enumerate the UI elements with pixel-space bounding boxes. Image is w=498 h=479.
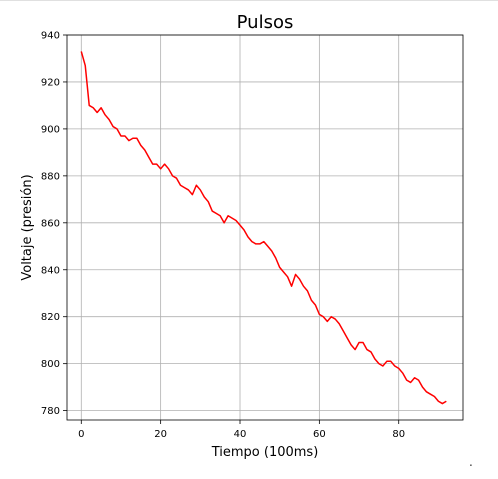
top-border [0, 0, 498, 1]
stray-dot: . [469, 455, 473, 469]
chart-title: Pulsos [237, 12, 294, 33]
y-tick-label: 940 [41, 31, 60, 42]
y-tick-label: 840 [41, 265, 60, 276]
x-tick-label: 40 [234, 429, 247, 440]
y-tick-label: 780 [41, 406, 60, 417]
x-axis-label: Tiempo (100ms) [211, 445, 319, 460]
x-tick-label: 60 [313, 429, 326, 440]
y-tick-label: 900 [41, 124, 60, 135]
y-axis-label: Voltaje (presión) [20, 174, 35, 280]
series-line [80, 51, 447, 405]
y-tick-label: 800 [41, 359, 60, 370]
y-tick-label: 820 [41, 312, 60, 323]
y-tick-label: 920 [41, 77, 60, 88]
x-tick-label: 80 [392, 429, 405, 440]
plot-frame [66, 34, 464, 421]
x-tick-label: 20 [154, 429, 167, 440]
x-tick-label: 0 [78, 429, 84, 440]
y-tick-label: 880 [41, 171, 60, 182]
y-tick-label: 860 [41, 218, 60, 229]
